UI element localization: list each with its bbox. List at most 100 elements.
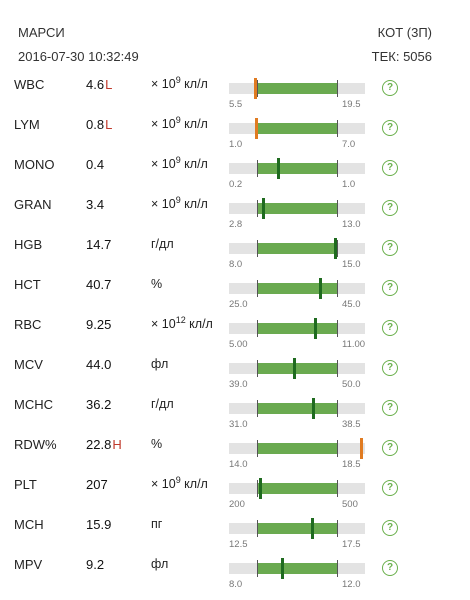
range-high-edge xyxy=(337,480,338,497)
unit-base: × 10 xyxy=(151,197,176,211)
range-high-edge xyxy=(337,440,338,457)
normal-range-fill xyxy=(257,203,337,214)
parameter-value: 207 xyxy=(86,477,108,492)
range-bar xyxy=(229,398,365,419)
help-icon[interactable]: ? xyxy=(382,440,398,456)
result-row-mono: MONO 0.4 × 109 кл/л 0.2 1.0? xyxy=(0,147,470,190)
value-number: 14.7 xyxy=(86,237,112,252)
result-row-mchc: MCHC 36.2 г/дл 31.0 38.5? xyxy=(0,387,470,430)
parameter-value: 36.2 xyxy=(86,397,111,412)
tek-number: ТЕК: 5056 xyxy=(371,49,432,64)
value-marker xyxy=(277,158,280,179)
parameter-name: LYM xyxy=(14,117,40,132)
help-icon[interactable]: ? xyxy=(382,80,398,96)
value-number: 207 xyxy=(86,477,108,492)
range-bar xyxy=(229,478,365,499)
range-high-label: 17.5 xyxy=(342,539,361,550)
parameter-unit: × 1012 кл/л xyxy=(151,314,213,331)
range-bar xyxy=(229,118,365,139)
help-icon[interactable]: ? xyxy=(382,320,398,336)
range-low-label: 39.0 xyxy=(229,379,248,390)
value-number: 9.2 xyxy=(86,557,105,572)
unit-base: × 10 xyxy=(151,317,176,331)
normal-range-fill xyxy=(257,83,337,94)
patient-name: МАРСИ xyxy=(18,25,65,40)
range-low-label: 5.5 xyxy=(229,99,243,110)
parameter-value: 44.0 xyxy=(86,357,111,372)
help-icon[interactable]: ? xyxy=(382,120,398,136)
parameter-name: MPV xyxy=(14,557,43,572)
parameter-value: 0.8L xyxy=(86,117,112,132)
help-icon[interactable]: ? xyxy=(382,280,398,296)
report-header: МАРСИ 2016-07-30 10:32:49 КОТ (3П) ТЕК: … xyxy=(0,0,470,72)
result-row-gran: GRAN 3.4 × 109 кл/л 2.8 13.0? xyxy=(0,187,470,230)
species-label: КОТ (3П) xyxy=(377,25,432,40)
parameter-value: 9.2 xyxy=(86,557,104,572)
unit-base: × 10 xyxy=(151,77,176,91)
value-marker xyxy=(313,318,317,339)
range-high-label: 38.5 xyxy=(342,419,361,430)
value-number: 3.4 xyxy=(86,197,105,212)
parameter-unit: пг xyxy=(151,517,162,531)
normal-range-fill xyxy=(257,123,337,134)
parameter-name: HGB xyxy=(14,237,43,252)
normal-range-fill xyxy=(257,363,337,374)
range-high-edge xyxy=(337,120,338,137)
parameter-unit: % xyxy=(151,437,162,451)
parameter-name: MCV xyxy=(14,357,43,372)
unit-exponent: 9 xyxy=(175,474,181,485)
range-bar xyxy=(229,358,365,379)
unit-exponent: 9 xyxy=(175,74,181,85)
value-number: 36.2 xyxy=(86,397,112,412)
range-low-label: 12.5 xyxy=(229,539,248,550)
help-icon[interactable]: ? xyxy=(382,560,398,576)
parameter-unit: × 109 кл/л xyxy=(151,74,208,91)
range-high-edge xyxy=(337,360,338,377)
help-icon[interactable]: ? xyxy=(382,360,398,376)
help-icon[interactable]: ? xyxy=(382,480,398,496)
range-low-label: 31.0 xyxy=(229,419,248,430)
help-icon[interactable]: ? xyxy=(382,200,398,216)
value-number: 4.6 xyxy=(86,77,105,92)
range-low-label: 5.00 xyxy=(229,339,248,350)
unit-tail: кл/л xyxy=(185,317,213,331)
unit-base: г/дл xyxy=(151,237,174,251)
range-high-edge xyxy=(337,400,338,417)
parameter-name: MCH xyxy=(14,517,44,532)
unit-base: % xyxy=(151,437,163,451)
range-high-label: 500 xyxy=(342,499,358,510)
value-number: 0.4 xyxy=(86,157,105,172)
parameter-unit: г/дл xyxy=(151,397,174,411)
range-low-label: 1.0 xyxy=(229,139,243,150)
result-row-plt: PLT 207 × 109 кл/л 200 500? xyxy=(0,467,470,510)
range-low-edge xyxy=(257,280,258,297)
range-high-label: 15.0 xyxy=(342,259,361,270)
parameter-unit: × 109 кл/л xyxy=(151,115,208,131)
parameter-unit: × 109 кл/л xyxy=(151,155,208,171)
range-high-label: 11.00 xyxy=(342,339,366,350)
range-low-edge xyxy=(257,560,258,577)
value-marker xyxy=(333,238,337,259)
unit-tail: кл/л xyxy=(180,157,208,171)
range-high-label: 19.5 xyxy=(342,99,361,110)
parameter-value: 40.7 xyxy=(86,277,111,292)
parameter-value: 3.4 xyxy=(86,197,104,212)
value-number: 0.8 xyxy=(86,117,105,132)
parameter-name: GRAN xyxy=(14,197,52,212)
parameter-unit: × 109 кл/л xyxy=(151,195,208,211)
parameter-name: PLT xyxy=(14,477,37,492)
parameter-unit: фл xyxy=(151,557,168,571)
range-bar xyxy=(229,558,365,579)
unit-exponent: 12 xyxy=(175,314,186,325)
help-icon[interactable]: ? xyxy=(382,160,398,176)
unit-tail: кл/л xyxy=(180,477,208,491)
value-number: 40.7 xyxy=(86,277,112,292)
range-high-label: 12.0 xyxy=(342,579,361,590)
parameter-unit: × 109 кл/л xyxy=(151,474,208,491)
value-marker xyxy=(258,478,262,499)
range-bar xyxy=(229,518,365,539)
help-icon[interactable]: ? xyxy=(382,400,398,416)
parameter-name: RDW% xyxy=(14,437,57,452)
help-icon[interactable]: ? xyxy=(382,520,398,536)
help-icon[interactable]: ? xyxy=(382,240,398,256)
